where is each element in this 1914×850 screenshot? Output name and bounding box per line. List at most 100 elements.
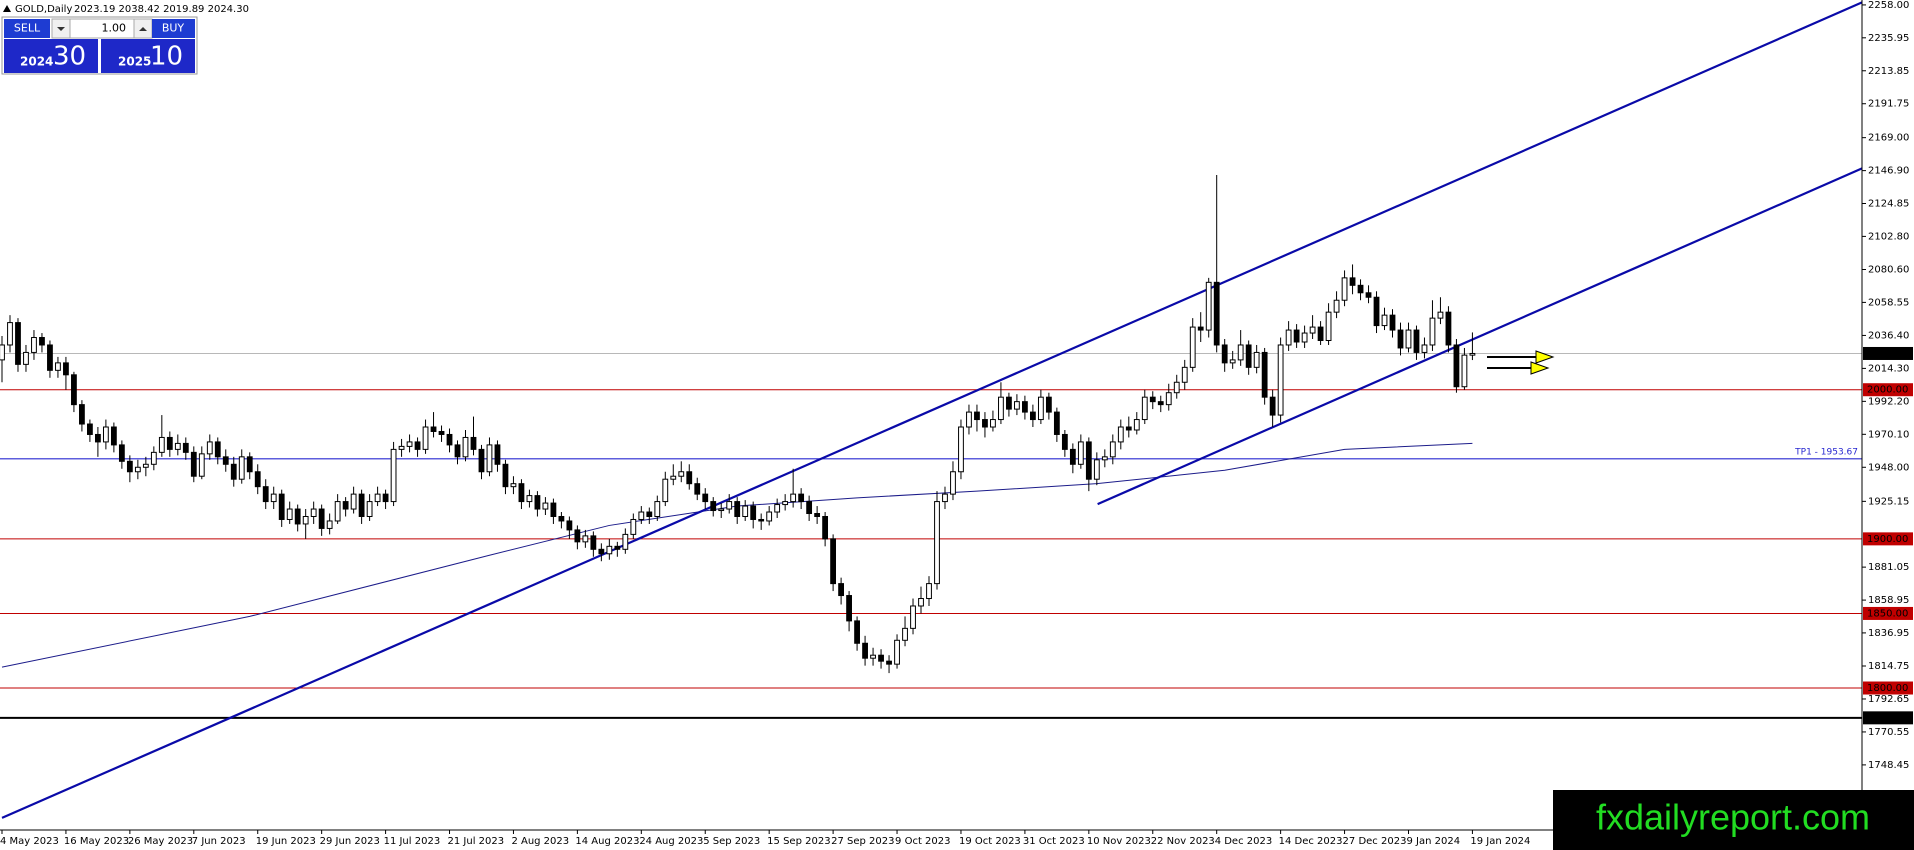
- candle-body: [614, 545, 621, 550]
- candle-body: [1205, 281, 1212, 331]
- candle-body: [486, 444, 493, 473]
- candle-body: [1285, 329, 1292, 346]
- candle-body: [294, 508, 301, 525]
- candle-body: [718, 508, 725, 512]
- x-tick-label: 14 Aug 2023: [575, 836, 639, 847]
- candle-body: [390, 448, 397, 503]
- candle-body: [1405, 329, 1412, 349]
- candle-body: [590, 535, 597, 550]
- lot-up-icon: [139, 27, 147, 31]
- candle-body: [990, 419, 996, 428]
- candle-body: [670, 475, 677, 480]
- candle-body: [358, 493, 365, 517]
- candle-body: [1365, 292, 1372, 298]
- candle-body: [278, 493, 285, 520]
- candle-body: [998, 396, 1004, 421]
- lot-down-icon: [57, 27, 65, 31]
- candle-body: [1229, 359, 1236, 364]
- y-tick-label: 1748.45: [1868, 760, 1909, 771]
- ask-box[interactable]: [101, 39, 195, 73]
- candle-body: [502, 463, 509, 488]
- candle-body: [870, 654, 876, 659]
- y-tick-label: 1970.10: [1868, 429, 1909, 440]
- candle-body: [222, 456, 229, 465]
- level-line-label-box: [1863, 711, 1913, 725]
- x-tick-label: 27 Dec 2023: [1343, 836, 1407, 847]
- candle-body: [830, 538, 837, 585]
- candle-body: [47, 344, 53, 371]
- candle-body: [582, 535, 589, 543]
- collapse-icon[interactable]: [3, 5, 11, 12]
- level-line-label-box: [1863, 532, 1913, 546]
- candle-body: [246, 456, 253, 473]
- candle-body: [334, 501, 341, 522]
- trendline: [1, 1, 1863, 819]
- x-tick-label: 4 May 2023: [0, 836, 59, 847]
- candle-body: [1413, 329, 1420, 353]
- candle-body: [366, 501, 373, 517]
- candle-body: [838, 583, 844, 597]
- candle-body: [102, 426, 109, 443]
- candle-body: [15, 322, 21, 365]
- y-tick-label: 2191.75: [1868, 99, 1909, 110]
- candle-body: [894, 639, 900, 665]
- trendline: [1097, 167, 1863, 506]
- candle-body: [1357, 284, 1364, 294]
- candle-body: [1221, 344, 1228, 364]
- candle-body: [886, 660, 892, 665]
- candle-body: [726, 501, 733, 510]
- y-tick-label: 2213.85: [1868, 66, 1909, 77]
- candle-body: [1421, 344, 1428, 353]
- x-tick-label: 9 Oct 2023: [895, 836, 950, 847]
- y-tick-label: 2058.55: [1868, 297, 1909, 308]
- candle-body: [31, 337, 37, 353]
- y-tick-label: 2102.80: [1868, 231, 1909, 242]
- candle-body: [1373, 296, 1380, 327]
- x-tick-label: 31 Oct 2023: [1023, 836, 1085, 847]
- candle-body: [374, 493, 381, 503]
- candle-body: [79, 404, 85, 425]
- candle-body: [1333, 299, 1340, 313]
- candle-body: [662, 478, 669, 503]
- arrow-head: [1535, 350, 1555, 364]
- candle-body: [1093, 459, 1100, 480]
- candle-body: [550, 502, 557, 517]
- candle-body: [158, 436, 165, 453]
- candle-body: [0, 344, 5, 361]
- y-tick-label: 1770.55: [1868, 727, 1909, 738]
- candle-body: [238, 456, 245, 480]
- y-tick-label: 1858.95: [1868, 595, 1909, 606]
- candle-body: [678, 471, 685, 477]
- candle-body: [918, 598, 924, 607]
- buy-button[interactable]: [152, 19, 195, 38]
- candle-body: [774, 504, 781, 513]
- x-tick-label: 14 Dec 2023: [1279, 836, 1343, 847]
- sell-button[interactable]: [4, 19, 50, 38]
- candle-body: [1301, 332, 1308, 343]
- candle-body: [654, 501, 661, 517]
- y-tick-label: 1792.65: [1868, 694, 1909, 705]
- candle-body: [134, 466, 141, 473]
- candle-body: [254, 471, 261, 488]
- candle-body: [7, 322, 13, 346]
- candle-body: [1037, 396, 1044, 421]
- candle-body: [638, 511, 645, 520]
- candle-body: [790, 493, 797, 503]
- candle-body: [1157, 401, 1164, 406]
- candle-body: [494, 444, 501, 465]
- candle-body: [958, 426, 964, 473]
- candle-body: [518, 483, 525, 503]
- candle-body: [1429, 317, 1436, 346]
- candle-body: [142, 463, 149, 468]
- candle-body: [750, 505, 757, 520]
- bid-box[interactable]: [4, 39, 98, 73]
- candle-body: [462, 436, 469, 458]
- candle-body: [39, 337, 45, 346]
- candle-body: [878, 654, 884, 662]
- candle-body: [1341, 277, 1348, 301]
- candle-body: [1125, 426, 1132, 431]
- candle-body: [1006, 396, 1012, 410]
- candle-body: [1077, 441, 1084, 465]
- candle-body: [734, 501, 741, 517]
- candle-body: [270, 493, 277, 503]
